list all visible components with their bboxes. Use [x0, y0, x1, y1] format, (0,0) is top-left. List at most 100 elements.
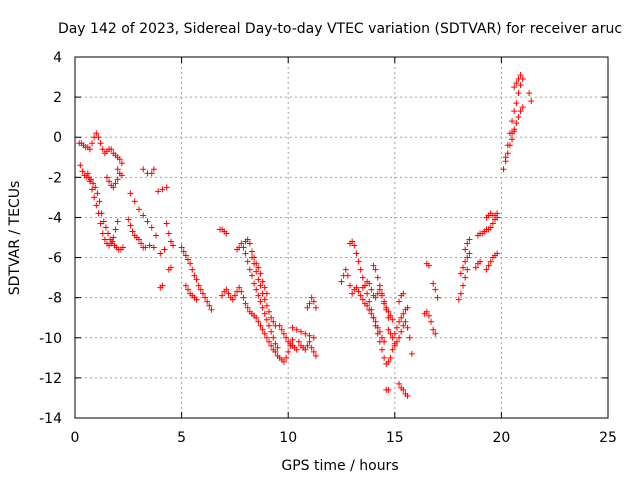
data-point: [101, 236, 108, 243]
series-track-j: [142, 242, 157, 251]
data-point: [129, 228, 136, 235]
series-track-e: [103, 174, 121, 191]
y-tick-label: -12: [39, 371, 62, 387]
y-tick-label: 4: [53, 50, 62, 66]
data-point: [229, 296, 236, 303]
series-track-b: [103, 146, 125, 167]
data-point: [184, 256, 191, 263]
data-point: [342, 266, 349, 273]
data-point: [519, 104, 526, 111]
y-tick-label: -14: [39, 411, 62, 427]
data-point: [231, 292, 238, 299]
data-point: [278, 326, 285, 333]
series-track-ay: [526, 90, 535, 105]
data-point: [289, 336, 296, 343]
data-point: [509, 136, 516, 143]
data-point: [359, 296, 366, 303]
data-point: [182, 282, 189, 289]
data-point: [511, 126, 518, 133]
data-point: [361, 282, 368, 289]
data-point: [112, 226, 119, 233]
data-point: [114, 176, 121, 183]
series-track-i: [140, 166, 157, 177]
data-point: [385, 358, 392, 365]
data-point: [366, 298, 373, 305]
data-point: [310, 298, 317, 305]
data-point: [338, 278, 345, 285]
data-point: [502, 158, 509, 165]
series-track-ax: [511, 72, 524, 91]
series-track-v: [248, 254, 279, 329]
series-track-h: [127, 190, 160, 239]
data-point: [182, 252, 189, 259]
data-point: [396, 334, 403, 341]
data-point: [255, 264, 262, 271]
data-point: [511, 84, 518, 91]
series-track-c: [77, 162, 126, 253]
data-point: [142, 244, 149, 251]
data-point: [347, 282, 354, 289]
y-tick-label: 2: [53, 90, 62, 106]
data-point: [268, 314, 275, 321]
data-point: [312, 304, 319, 311]
data-point: [349, 238, 356, 245]
data-point: [389, 316, 396, 323]
data-point: [257, 298, 264, 305]
data-point: [385, 386, 392, 393]
x-tick-label: 25: [599, 430, 617, 446]
x-tick-label: 5: [177, 430, 186, 446]
data-point: [99, 230, 106, 237]
data-point: [393, 338, 400, 345]
data-point: [466, 236, 473, 243]
data-point: [163, 184, 170, 191]
data-point: [259, 326, 266, 333]
data-point: [374, 274, 381, 281]
data-point: [513, 100, 520, 107]
data-point: [178, 244, 185, 251]
data-point: [193, 296, 200, 303]
data-point: [77, 162, 84, 169]
data-point: [389, 334, 396, 341]
series-track-x: [289, 324, 317, 341]
data-point: [485, 262, 492, 269]
data-point: [344, 272, 351, 279]
data-point: [398, 314, 405, 321]
data-point: [263, 302, 270, 309]
data-point: [349, 290, 356, 297]
data-point: [460, 264, 467, 271]
data-point: [259, 304, 266, 311]
data-point: [396, 298, 403, 305]
data-point: [393, 324, 400, 331]
data-point: [370, 314, 377, 321]
data-point: [423, 308, 430, 315]
data-point: [255, 318, 262, 325]
data-point: [92, 184, 99, 191]
series-track-aq: [472, 258, 484, 271]
data-point: [434, 294, 441, 301]
data-point: [248, 248, 255, 255]
data-point: [238, 240, 245, 247]
data-point: [283, 334, 290, 341]
data-point: [370, 262, 377, 269]
data-point: [103, 174, 110, 181]
data-point: [127, 222, 134, 229]
series-track-f: [114, 166, 125, 179]
data-point: [517, 108, 524, 115]
data-point: [259, 278, 266, 285]
data-point: [396, 380, 403, 387]
data-point: [251, 260, 258, 267]
data-point: [125, 216, 132, 223]
data-point: [511, 108, 518, 115]
data-point: [106, 178, 113, 185]
data-point: [487, 224, 494, 231]
data-point: [366, 280, 373, 287]
data-point: [312, 352, 319, 359]
data-point: [457, 290, 464, 297]
data-point: [430, 326, 437, 333]
data-point: [261, 330, 268, 337]
data-point: [509, 118, 516, 125]
data-point: [464, 266, 471, 273]
data-point: [204, 298, 211, 305]
data-point: [489, 220, 496, 227]
data-point: [266, 322, 273, 329]
